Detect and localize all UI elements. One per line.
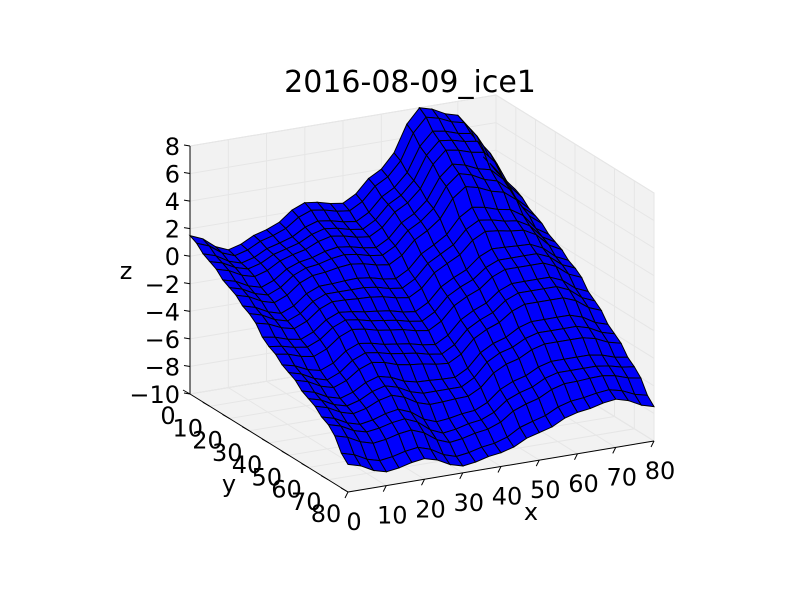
z-tick-mark	[183, 199, 191, 202]
x-tick-label: 50	[530, 476, 561, 504]
y-tick-mark	[202, 401, 210, 407]
y-tick-label: 0	[160, 402, 175, 430]
x-tick-label: 80	[645, 457, 676, 485]
x-tick-label: 70	[606, 463, 637, 491]
tick-labels: 0 10 20 30 40 50 60 70 8001020304050607080−10−8−…	[129, 133, 675, 536]
x-tick-mark	[535, 459, 540, 467]
z-tick-label: −4	[145, 298, 180, 326]
x-tick-label: 60	[568, 470, 599, 498]
z-tick-mark	[183, 254, 191, 257]
x-tick-mark	[344, 491, 349, 499]
z-tick-mark	[183, 282, 191, 285]
x-tick-label: 0	[346, 508, 361, 536]
surface-patch	[633, 393, 655, 408]
x-tick-label: 30	[453, 489, 484, 517]
x-tick-mark	[382, 485, 387, 492]
z-tick-label: 2	[165, 216, 180, 244]
z-tick-label: −6	[145, 326, 180, 354]
x-tick-mark	[421, 479, 425, 486]
grid-line-z	[189, 94, 655, 194]
x-tick-mark	[497, 466, 502, 473]
z-tick-mark	[183, 172, 191, 175]
z-tick-label: 6	[165, 161, 180, 189]
y-tick-label: 80	[311, 500, 342, 528]
y-tick-label: 60	[271, 476, 302, 504]
x-tick-label: 10	[377, 502, 408, 530]
z-tick-label: −2	[145, 271, 180, 299]
x-tick-mark	[650, 440, 655, 448]
y-tick-mark	[222, 414, 230, 419]
z-tick-label: 8	[165, 133, 180, 161]
surface-mesh	[188, 106, 655, 473]
z-tick-label: −10	[129, 381, 180, 409]
x-tick-mark	[612, 447, 617, 454]
surface-patch	[442, 453, 464, 467]
y-tick-mark	[261, 438, 270, 444]
z-tick-mark	[183, 144, 191, 147]
z-axis-label: z	[120, 257, 133, 285]
y-tick-mark	[321, 475, 329, 481]
y-axis-label: y	[222, 470, 236, 498]
z-tick-mark	[183, 364, 191, 367]
grid-line-z	[189, 122, 655, 222]
x-axis-label: x	[524, 498, 538, 526]
x-tick-label: 40	[492, 483, 523, 511]
grid-line-z	[189, 149, 655, 249]
x-tick-label: 20	[415, 495, 446, 523]
z-tick-label: 4	[165, 188, 180, 216]
y-tick-mark	[242, 426, 250, 432]
y-tick-mark	[340, 487, 349, 493]
y-tick-mark	[281, 450, 289, 456]
x-tick-mark	[459, 472, 464, 480]
z-tick-mark	[183, 392, 191, 395]
surface-patch	[365, 458, 388, 473]
z-tick-label: 0	[165, 243, 180, 271]
y-tick-label: 40	[232, 451, 263, 479]
y-tick-label: 50	[251, 463, 282, 491]
z-tick-label: −8	[145, 353, 180, 381]
z-tick-mark	[183, 309, 191, 312]
z-tick-mark	[183, 337, 191, 340]
chart-title: 2016-08-09_ice1	[284, 65, 536, 100]
y-tick-mark	[301, 463, 309, 468]
z-tick-mark	[183, 227, 191, 230]
y-tick-label: 10	[172, 414, 203, 442]
x-tick-mark	[574, 453, 578, 460]
y-tick-label: 30	[212, 439, 243, 467]
y-tick-label: 20	[192, 427, 223, 455]
y-tick-label: 70	[291, 488, 322, 516]
